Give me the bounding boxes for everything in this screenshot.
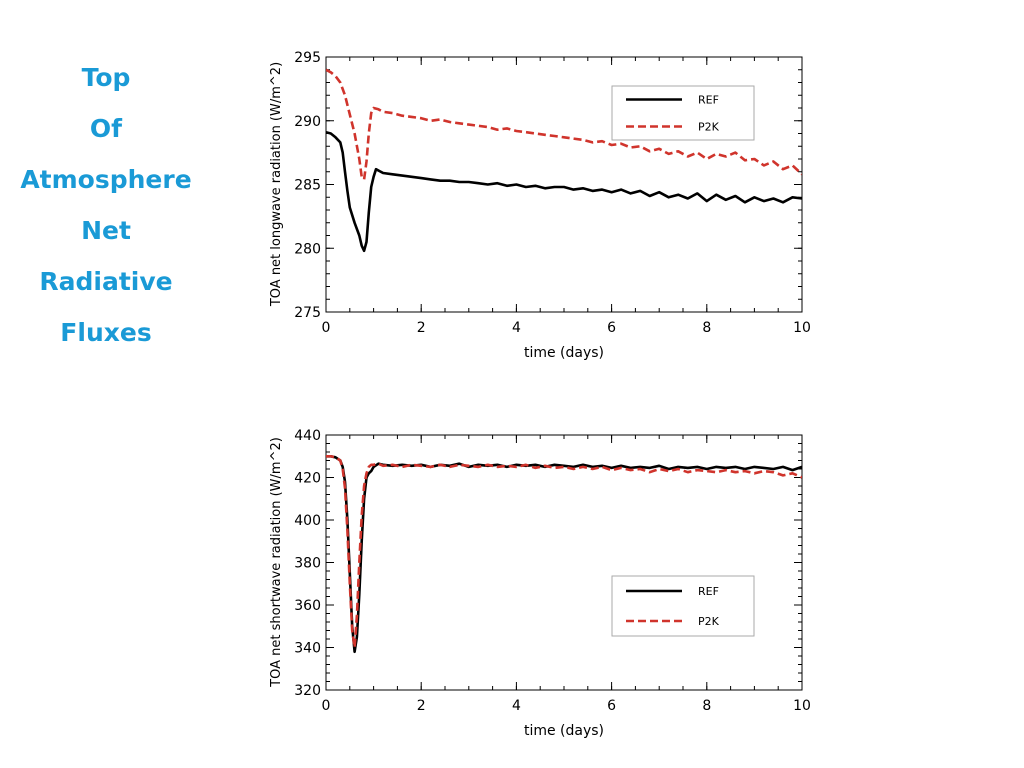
x-tick-label: 6	[607, 698, 616, 714]
x-axis-label: time (days)	[524, 723, 604, 739]
y-axis-label: TOA net longwave radiation (W/m^2)	[269, 62, 284, 307]
legend-label: REF	[698, 585, 719, 598]
x-tick-label: 6	[607, 320, 616, 336]
x-tick-label: 2	[417, 698, 426, 714]
slide-title-line: Fluxes	[60, 318, 152, 347]
y-tick-label: 295	[294, 50, 321, 66]
y-tick-label: 285	[294, 178, 321, 194]
legend: REF P2K	[611, 575, 755, 637]
slide-title-line: Top	[81, 63, 131, 92]
legend: REF P2K	[611, 85, 755, 141]
plot-frame	[325, 434, 803, 691]
slide-title-line: Net	[81, 216, 131, 245]
legend-label: REF	[698, 94, 719, 107]
y-tick-label: 440	[294, 428, 321, 444]
y-tick-label: 420	[294, 471, 321, 487]
series-line-ref	[326, 130, 802, 253]
series-line-p2k	[326, 68, 802, 181]
y-tick-label: 320	[294, 683, 321, 699]
x-tick-label: 4	[512, 698, 521, 714]
y-tick-label: 380	[294, 556, 321, 572]
x-tick-label: 4	[512, 320, 521, 336]
y-tick-label: 290	[294, 114, 321, 130]
chart-panel: 0 2 4 6 8 10 275 280 285 290 295 time (days) TOA net…	[269, 50, 811, 361]
slide-title: Top Of Atmosphere Net Radiative Fluxes	[0, 52, 212, 358]
y-tick-label: 360	[294, 598, 321, 614]
x-tick-label: 8	[702, 320, 711, 336]
x-tick-label: 0	[322, 320, 331, 336]
y-tick-label: 275	[294, 305, 321, 321]
slide-title-line: Radiative	[39, 267, 173, 296]
y-tick-label: 400	[294, 513, 321, 529]
y-tick-label: 340	[294, 641, 321, 657]
y-axis-label: TOA net shortwave radiation (W/m^2)	[269, 437, 284, 688]
chart-panel: 0 2 4 6 8 10 320 340 360 380 400 420 440 time (days) T…	[269, 428, 811, 739]
x-tick-label: 10	[793, 698, 811, 714]
legend-box	[611, 575, 755, 637]
x-tick-label: 10	[793, 320, 811, 336]
x-tick-label: 8	[702, 698, 711, 714]
series-line-p2k	[326, 454, 802, 649]
legend-box	[611, 85, 755, 141]
x-tick-label: 0	[322, 698, 331, 714]
slide-title-line: Of	[89, 114, 123, 143]
legend-label: P2K	[698, 121, 720, 134]
y-tick-label: 280	[294, 241, 321, 257]
legend-label: P2K	[698, 615, 720, 628]
slide-title-line: Atmosphere	[20, 165, 192, 194]
x-tick-label: 2	[417, 320, 426, 336]
x-axis-label: time (days)	[524, 345, 604, 361]
